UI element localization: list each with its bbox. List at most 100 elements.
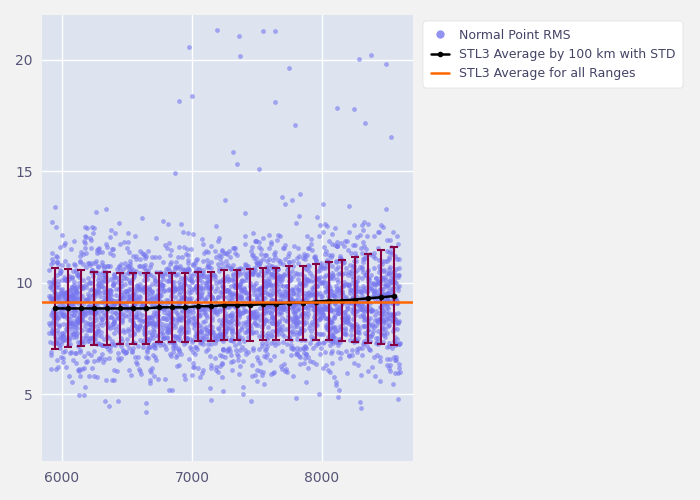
Normal Point RMS bbox=[281, 293, 293, 301]
Normal Point RMS bbox=[223, 318, 235, 326]
Normal Point RMS bbox=[301, 292, 312, 300]
Normal Point RMS bbox=[330, 300, 341, 308]
Normal Point RMS bbox=[45, 292, 56, 300]
Normal Point RMS bbox=[197, 240, 208, 248]
Normal Point RMS bbox=[203, 248, 214, 256]
Normal Point RMS bbox=[340, 324, 351, 332]
Normal Point RMS bbox=[390, 271, 401, 279]
Normal Point RMS bbox=[362, 276, 373, 283]
Normal Point RMS bbox=[269, 264, 280, 272]
Normal Point RMS bbox=[176, 220, 187, 228]
Normal Point RMS bbox=[92, 340, 104, 347]
Normal Point RMS bbox=[265, 281, 276, 289]
Normal Point RMS bbox=[56, 276, 67, 284]
Normal Point RMS bbox=[175, 280, 186, 288]
Normal Point RMS bbox=[370, 286, 381, 294]
Normal Point RMS bbox=[157, 329, 168, 337]
Normal Point RMS bbox=[248, 310, 259, 318]
Normal Point RMS bbox=[137, 284, 148, 292]
Normal Point RMS bbox=[118, 264, 129, 272]
Normal Point RMS bbox=[193, 289, 204, 297]
Normal Point RMS bbox=[267, 264, 279, 272]
Normal Point RMS bbox=[155, 341, 166, 349]
STL3 Average by 100 km with STD bbox=[377, 294, 385, 300]
Normal Point RMS bbox=[302, 290, 314, 298]
Normal Point RMS bbox=[71, 329, 83, 337]
Normal Point RMS bbox=[90, 257, 101, 265]
Normal Point RMS bbox=[344, 299, 356, 307]
Normal Point RMS bbox=[169, 286, 181, 294]
Normal Point RMS bbox=[256, 370, 267, 378]
Normal Point RMS bbox=[191, 255, 202, 263]
Normal Point RMS bbox=[297, 298, 308, 306]
Normal Point RMS bbox=[335, 254, 346, 262]
Normal Point RMS bbox=[323, 314, 334, 322]
Normal Point RMS bbox=[83, 294, 94, 302]
Normal Point RMS bbox=[144, 328, 155, 336]
Normal Point RMS bbox=[260, 346, 271, 354]
Normal Point RMS bbox=[266, 263, 277, 271]
Normal Point RMS bbox=[388, 380, 399, 388]
Normal Point RMS bbox=[370, 274, 382, 282]
Normal Point RMS bbox=[384, 339, 395, 347]
Normal Point RMS bbox=[138, 317, 149, 325]
Normal Point RMS bbox=[286, 298, 297, 306]
Normal Point RMS bbox=[209, 287, 220, 295]
STL3 Average by 100 km with STD bbox=[194, 303, 202, 309]
Normal Point RMS bbox=[62, 320, 73, 328]
Normal Point RMS bbox=[256, 338, 267, 346]
Normal Point RMS bbox=[134, 280, 146, 288]
Normal Point RMS bbox=[293, 318, 304, 326]
Normal Point RMS bbox=[187, 371, 198, 379]
Normal Point RMS bbox=[75, 256, 86, 264]
Normal Point RMS bbox=[132, 324, 143, 332]
Normal Point RMS bbox=[359, 254, 370, 262]
Normal Point RMS bbox=[330, 304, 342, 312]
Normal Point RMS bbox=[377, 320, 388, 328]
Normal Point RMS bbox=[176, 296, 187, 304]
Normal Point RMS bbox=[382, 355, 393, 363]
Normal Point RMS bbox=[386, 268, 397, 276]
Normal Point RMS bbox=[57, 332, 69, 340]
Normal Point RMS bbox=[115, 300, 126, 308]
Normal Point RMS bbox=[77, 314, 88, 322]
Normal Point RMS bbox=[164, 272, 176, 280]
Normal Point RMS bbox=[276, 314, 287, 322]
Normal Point RMS bbox=[179, 375, 190, 383]
Normal Point RMS bbox=[332, 348, 344, 356]
Normal Point RMS bbox=[127, 274, 139, 281]
Normal Point RMS bbox=[290, 394, 301, 402]
Normal Point RMS bbox=[300, 344, 312, 352]
Normal Point RMS bbox=[274, 304, 286, 312]
Normal Point RMS bbox=[304, 357, 316, 365]
Normal Point RMS bbox=[333, 308, 344, 316]
Normal Point RMS bbox=[174, 346, 185, 354]
Normal Point RMS bbox=[120, 304, 132, 312]
Normal Point RMS bbox=[183, 328, 194, 336]
Normal Point RMS bbox=[164, 276, 175, 284]
Normal Point RMS bbox=[233, 328, 244, 336]
Normal Point RMS bbox=[172, 362, 183, 370]
Normal Point RMS bbox=[64, 350, 76, 358]
Normal Point RMS bbox=[104, 344, 116, 351]
Normal Point RMS bbox=[323, 336, 334, 344]
Normal Point RMS bbox=[170, 333, 181, 341]
Normal Point RMS bbox=[263, 254, 274, 262]
Normal Point RMS bbox=[50, 288, 61, 296]
Normal Point RMS bbox=[57, 358, 69, 366]
Normal Point RMS bbox=[322, 286, 333, 294]
Normal Point RMS bbox=[66, 288, 78, 296]
Normal Point RMS bbox=[122, 312, 134, 320]
Normal Point RMS bbox=[315, 304, 326, 312]
Normal Point RMS bbox=[116, 334, 127, 342]
Normal Point RMS bbox=[382, 236, 393, 244]
Normal Point RMS bbox=[347, 242, 358, 250]
Normal Point RMS bbox=[251, 258, 262, 266]
Normal Point RMS bbox=[193, 265, 204, 273]
Normal Point RMS bbox=[84, 320, 95, 328]
Normal Point RMS bbox=[227, 316, 238, 324]
Normal Point RMS bbox=[52, 340, 64, 347]
Normal Point RMS bbox=[130, 267, 141, 275]
Normal Point RMS bbox=[117, 298, 128, 306]
Normal Point RMS bbox=[272, 338, 283, 346]
